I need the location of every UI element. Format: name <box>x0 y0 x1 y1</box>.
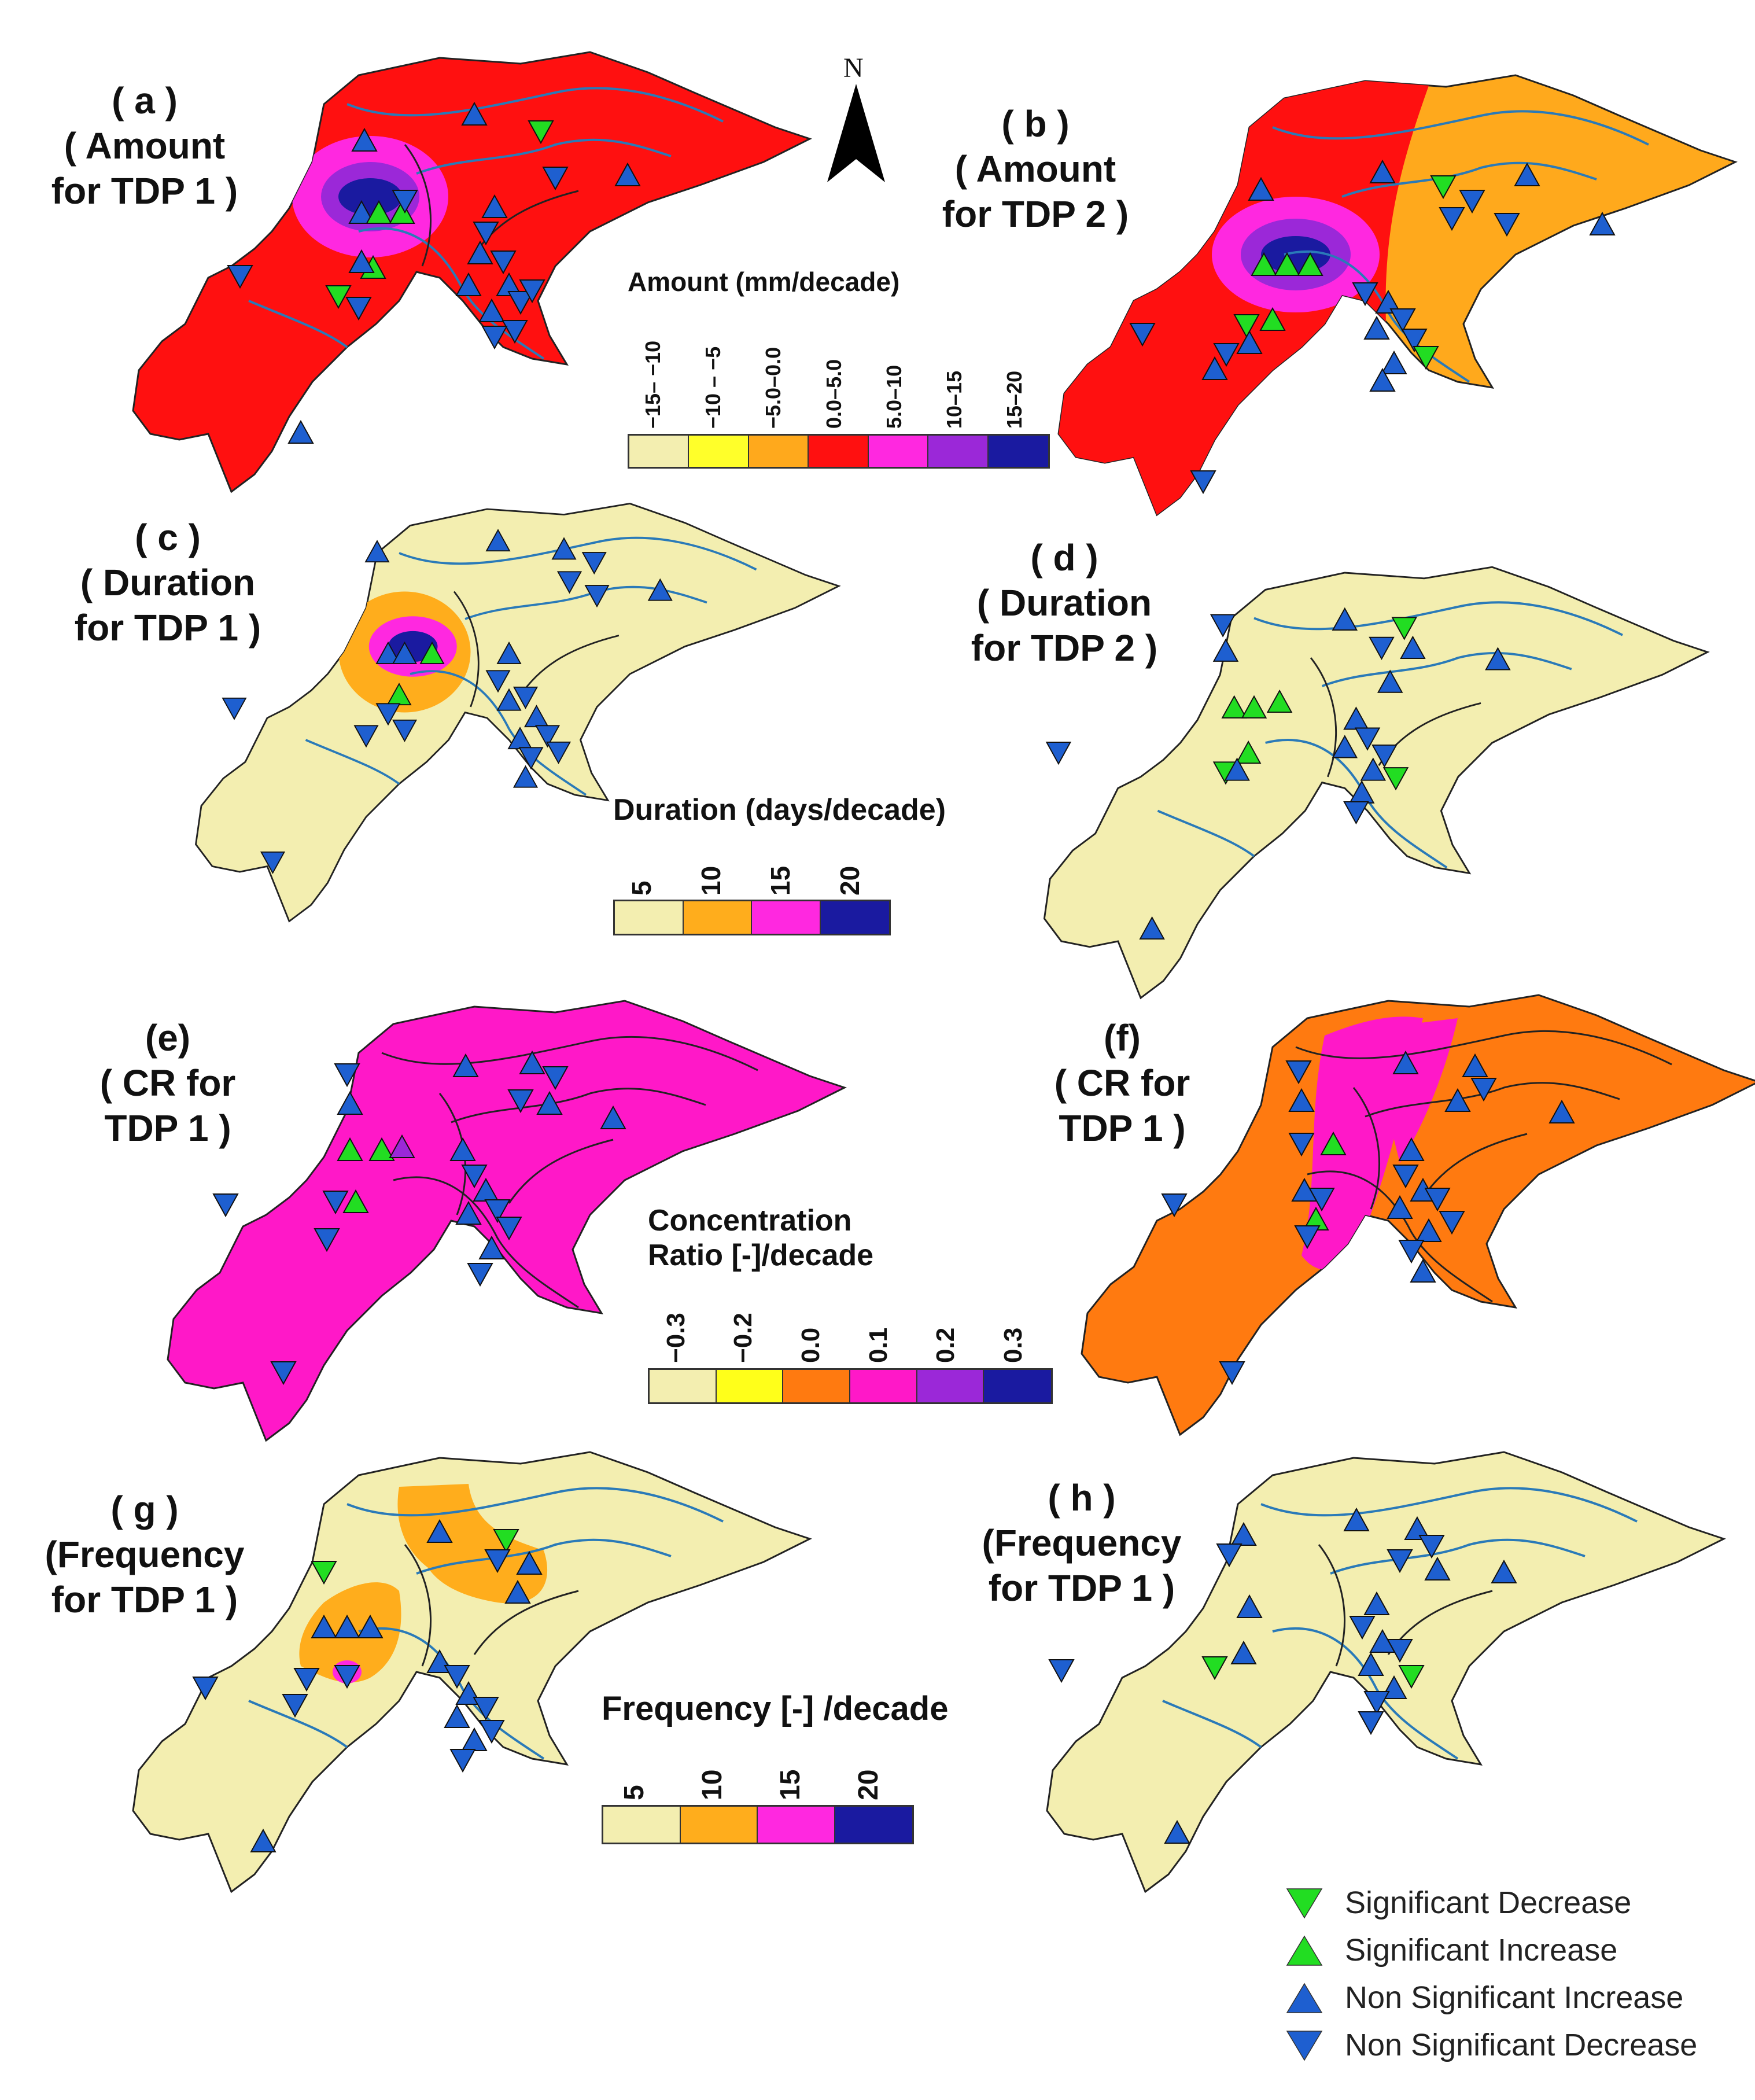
cr-legend-title-line2: Ratio [-]/decade <box>648 1239 874 1272</box>
symbol-legend-label: Significant Increase <box>1345 1933 1618 1968</box>
panel-title-h: ( h ) (Frequency for TDP 1 ) <box>982 1477 1182 1609</box>
symbol-legend-item: Significant Increase <box>1273 1928 1747 1974</box>
amount-legend-label: 5.0–10 <box>882 364 906 429</box>
duration-legend-label: 10 <box>696 865 727 896</box>
duration-legend-swatch <box>615 901 684 934</box>
frequency-legend-swatch <box>758 1807 835 1843</box>
cr-legend-swatch <box>850 1370 917 1402</box>
frequency-legend-label: 10 <box>697 1769 728 1800</box>
map-panel-a <box>132 51 811 493</box>
cr-legend-label: 0.1 <box>864 1327 893 1363</box>
panel-title-a: ( a )( Amount for TDP 1 ) <box>51 80 238 212</box>
cr-legend-swatch <box>783 1370 851 1402</box>
amount-legend-label: −5.0–0.0 <box>761 347 786 429</box>
cr-legend-label: 0.2 <box>931 1327 960 1363</box>
frequency-color-bar <box>602 1805 914 1844</box>
cr-legend-swatch <box>984 1370 1052 1402</box>
amount-legend-label: 15–20 <box>1002 370 1027 429</box>
panel-title-g: ( g ) (Frequency for TDP 1 ) <box>45 1489 245 1620</box>
panel-title-f: (f)( CR for TDP 1 ) <box>1054 1017 1190 1149</box>
amount-color-bar <box>628 434 1050 469</box>
frequency-legend-swatch <box>835 1807 912 1843</box>
panel-title-d: ( d )( Duration for TDP 2 ) <box>971 537 1158 669</box>
map-panel-d <box>1043 566 1709 999</box>
cr-color-bar <box>648 1368 1053 1404</box>
frequency-legend-swatch <box>680 1807 758 1843</box>
amount-legend-swatch <box>928 436 989 467</box>
duration-legend-swatch <box>820 901 889 934</box>
amount-legend-swatch <box>988 436 1049 467</box>
duration-legend-title: Duration (days/decade) <box>613 793 946 827</box>
frequency-legend-swatch <box>603 1807 681 1843</box>
symbol-legend-item: Significant Decrease <box>1273 1880 1747 1926</box>
frequency-legend-label: 15 <box>775 1769 806 1800</box>
duration-legend: Duration (days/decade) 5 10 15 20 <box>607 787 1012 943</box>
amount-legend-title: Amount (mm/decade) <box>628 267 900 297</box>
down-triangle-icon <box>1286 1888 1323 1919</box>
duration-legend-label: 5 <box>626 880 657 896</box>
amount-legend-swatch <box>868 436 929 467</box>
map-panel-c <box>195 503 840 922</box>
frequency-legend-title: Frequency [-] /decade <box>602 1690 949 1727</box>
symbol-legend-label: Non Significant Decrease <box>1345 2028 1698 2062</box>
up-triangle-icon <box>1286 1983 1323 2013</box>
cr-legend-swatch <box>716 1370 784 1402</box>
cr-legend: Concentration Ratio [-]/decade −0.3 −0.2 0… <box>636 1198 1064 1412</box>
duration-legend-label: 15 <box>765 865 796 896</box>
map-panel-b <box>1057 74 1736 516</box>
cr-legend-label: −0.3 <box>661 1313 690 1363</box>
symbol-legend-item: Non Significant Decrease <box>1273 2022 1747 2069</box>
map-panel-h <box>1046 1451 1725 1893</box>
amount-legend-label: −10 – −5 <box>701 346 725 429</box>
cr-legend-swatch <box>917 1370 985 1402</box>
amount-legend-label: 10–15 <box>942 370 967 429</box>
map-panel-g <box>132 1451 811 1893</box>
north-arrow: N <box>821 52 891 185</box>
map-panel-f <box>1081 994 1755 1436</box>
cr-legend-label: 0.0 <box>797 1327 825 1363</box>
amount-legend-label: 0.0–5.0 <box>821 359 846 429</box>
duration-color-bar <box>613 900 891 935</box>
frequency-legend-label: 20 <box>853 1769 884 1800</box>
symbol-legend-label: Non Significant Increase <box>1345 1980 1684 2015</box>
map-panel-e <box>167 1000 846 1442</box>
amount-legend-label: −15– −10 <box>640 340 665 429</box>
amount-legend: Amount (mm/decade) −15– −10 −10 – −5 −5.0–… <box>625 260 1059 474</box>
duration-legend-swatch <box>752 901 821 934</box>
panel-title-e: (e)( CR for TDP 1 ) <box>99 1017 236 1149</box>
cr-legend-swatch <box>650 1370 717 1402</box>
north-label: N <box>843 53 864 83</box>
panel-title-b: ( b )( Amount for TDP 2 ) <box>942 103 1129 235</box>
amount-legend-swatch <box>749 436 809 467</box>
north-arrow-icon <box>827 84 885 182</box>
cr-legend-label: 0.3 <box>999 1327 1028 1363</box>
amount-legend-swatch <box>809 436 869 467</box>
duration-legend-label: 20 <box>835 865 865 896</box>
cr-legend-label: −0.2 <box>729 1313 758 1363</box>
symbol-legend-label: Significant Decrease <box>1345 1885 1632 1920</box>
frequency-legend: Frequency [-] /decade 5 10 15 20 <box>596 1683 1012 1851</box>
cr-legend-title-line1: Concentration <box>648 1204 852 1237</box>
down-triangle-icon <box>1286 2031 1323 2061</box>
symbol-legend-item: Non Significant Increase <box>1273 1975 1747 2021</box>
frequency-legend-label: 5 <box>619 1785 650 1800</box>
panel-title-c: ( c )( Duration for TDP 1 ) <box>74 517 261 649</box>
up-triangle-icon <box>1286 1935 1323 1966</box>
duration-legend-swatch <box>683 901 752 934</box>
amount-legend-swatch <box>629 436 690 467</box>
amount-legend-swatch <box>689 436 749 467</box>
